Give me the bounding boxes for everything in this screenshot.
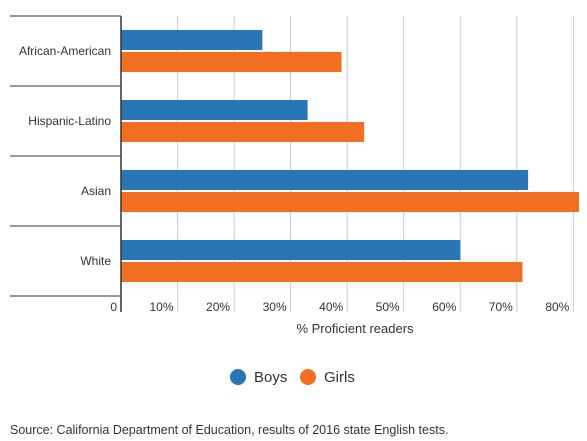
x-tick-label: 30% <box>263 300 287 314</box>
bars <box>121 30 579 282</box>
bar-girls-white <box>121 262 523 282</box>
x-tick-label: 60% <box>432 300 456 314</box>
x-tick-label: 10% <box>150 300 174 314</box>
bar-girls-african-american <box>121 52 342 72</box>
legend-swatch-girls <box>300 369 316 385</box>
x-tick-label: 80% <box>545 300 569 314</box>
legend: Boys Girls <box>230 369 355 386</box>
x-axis-title: % Proficient readers <box>296 321 414 336</box>
bar-boys-african-american <box>121 30 263 50</box>
source-note: Source: California Department of Educati… <box>10 423 449 437</box>
category-label: African-American <box>19 44 111 58</box>
legend-swatch-boys <box>230 369 246 385</box>
labels: African-American Hispanic-Latino Asian Whit… <box>19 44 570 314</box>
category-label: Asian <box>81 184 111 198</box>
bar-boys-white <box>121 240 461 260</box>
category-label: White <box>80 254 111 268</box>
legend-label-boys: Boys <box>254 369 287 386</box>
x-tick-label: 70% <box>489 300 513 314</box>
legend-label-girls: Girls <box>324 369 355 386</box>
bar-girls-hispanic-latino <box>121 122 365 142</box>
x-tick-label: 50% <box>376 300 400 314</box>
category-label: Hispanic-Latino <box>28 114 111 128</box>
bar-boys-hispanic-latino <box>121 100 308 120</box>
bar-girls-asian <box>121 192 579 212</box>
axes <box>10 15 122 312</box>
x-tick-label: 40% <box>319 300 343 314</box>
x-tick-label: 0 <box>110 300 117 314</box>
x-tick-label: 20% <box>206 300 230 314</box>
bar-boys-asian <box>121 170 529 190</box>
